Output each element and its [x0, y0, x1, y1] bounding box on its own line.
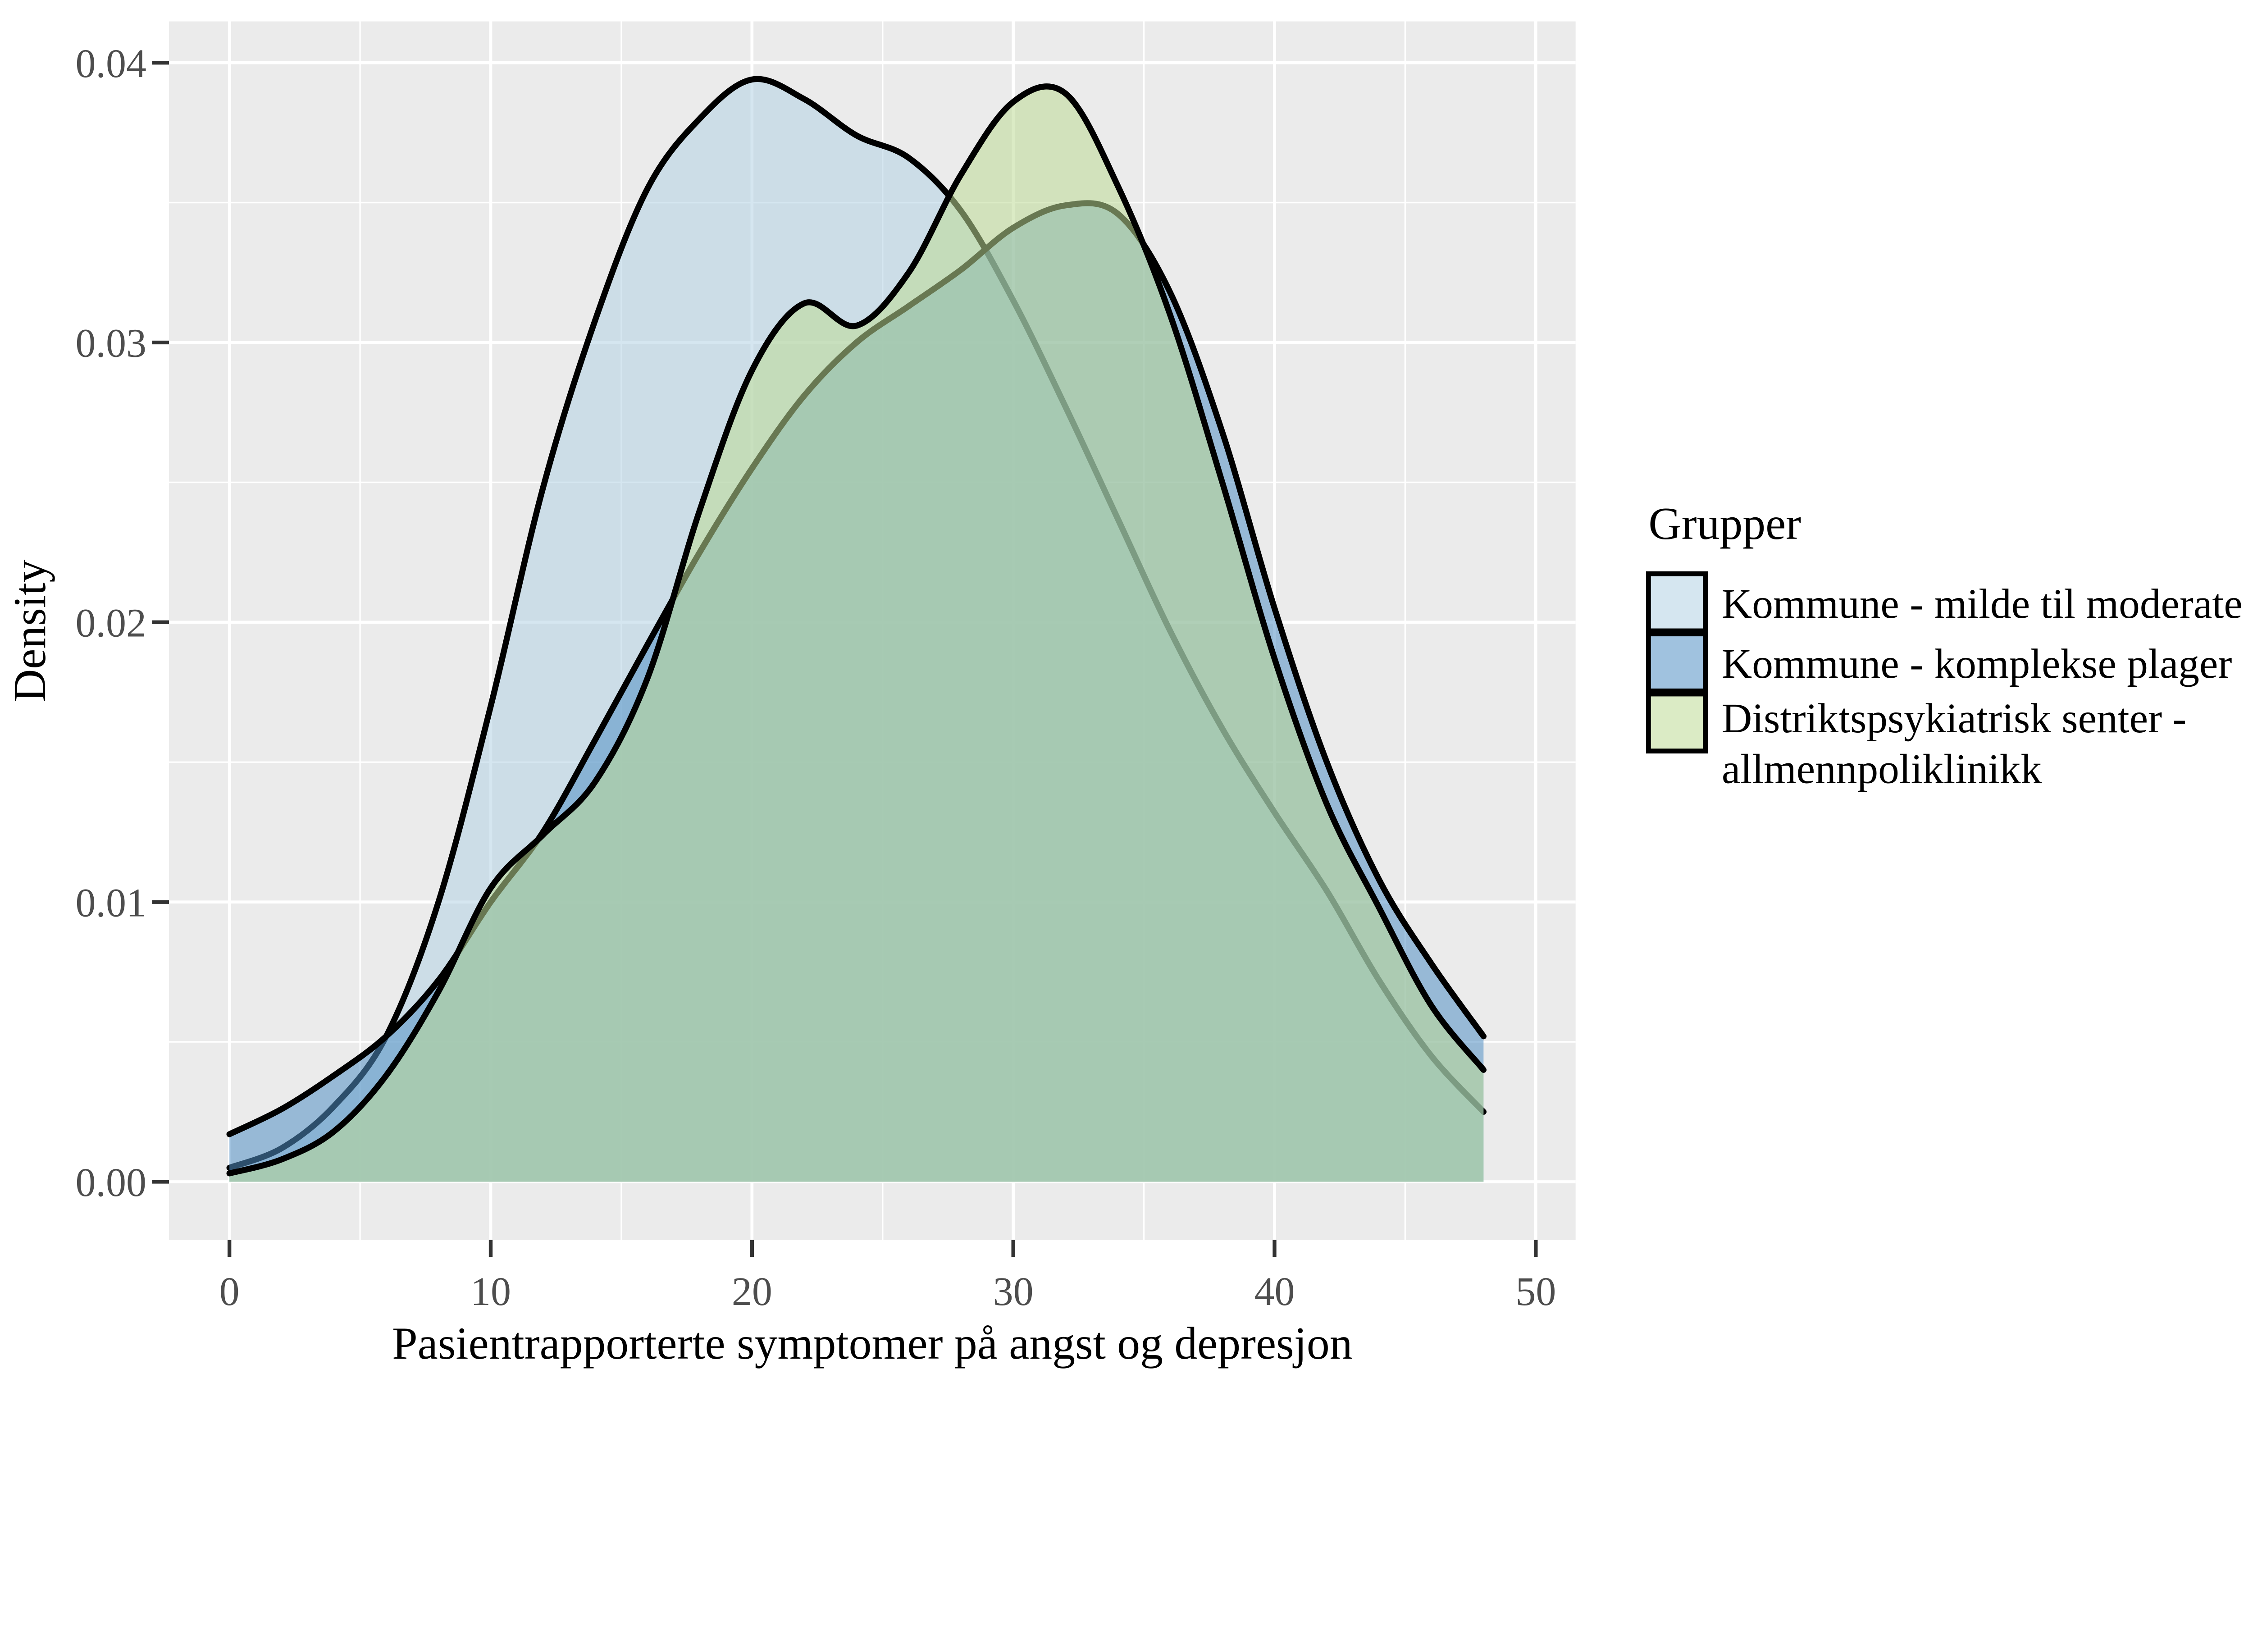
x-tick-label: 40	[1254, 1269, 1295, 1314]
legend-key-swatch-dps-allmennpoliklinikk	[1646, 691, 1708, 754]
legend-label-dps-line2: allmennpoliklinikk	[1722, 746, 2042, 793]
density-area-dps-allmennpoliklinikk	[229, 86, 1484, 1182]
y-tick-label: 0.04	[76, 41, 146, 86]
x-tick-label: 30	[993, 1269, 1034, 1314]
axis-ticks	[152, 61, 1538, 1257]
y-tick-label: 0.03	[76, 321, 146, 366]
density-plot: 0 10 20 30 40 50 0.00 0.01 0.02 0.03 0.04 Pasient…	[4, 21, 2243, 1369]
x-tick-label: 10	[470, 1269, 511, 1314]
legend: Grupper Kommune - milde til moderate Kom…	[1646, 498, 2243, 793]
x-tick-label: 0	[219, 1269, 240, 1314]
legend-keys	[1646, 571, 1708, 754]
density-curve-dps-allmennpoliklinikk	[226, 83, 1487, 1177]
y-tick-label: 0.01	[76, 881, 146, 925]
legend-title: Grupper	[1648, 498, 1801, 549]
legend-key-swatch-komplekse-plager	[1646, 631, 1708, 694]
x-tick-label: 20	[732, 1269, 772, 1314]
x-axis-tick-labels: 0 10 20 30 40 50	[219, 1269, 1556, 1314]
x-tick-label: 50	[1515, 1269, 1556, 1314]
y-axis-title: Density	[4, 560, 55, 702]
legend-label-milde: Kommune - milde til moderate	[1722, 581, 2243, 627]
legend-key-swatch-milde-til-moderate	[1646, 571, 1708, 634]
legend-label-komplekse: Kommune - komplekse plager	[1722, 641, 2232, 687]
x-axis-title: Pasientrapporterte symptomer på angst og…	[392, 1318, 1352, 1369]
y-axis-tick-labels: 0.00 0.01 0.02 0.03 0.04	[76, 41, 146, 1205]
y-tick-label: 0.00	[76, 1160, 146, 1205]
y-tick-label: 0.02	[76, 601, 146, 646]
legend-label-dps-line1: Distriktspsykiatrisk senter -	[1722, 695, 2187, 742]
density-areas	[226, 76, 1487, 1182]
